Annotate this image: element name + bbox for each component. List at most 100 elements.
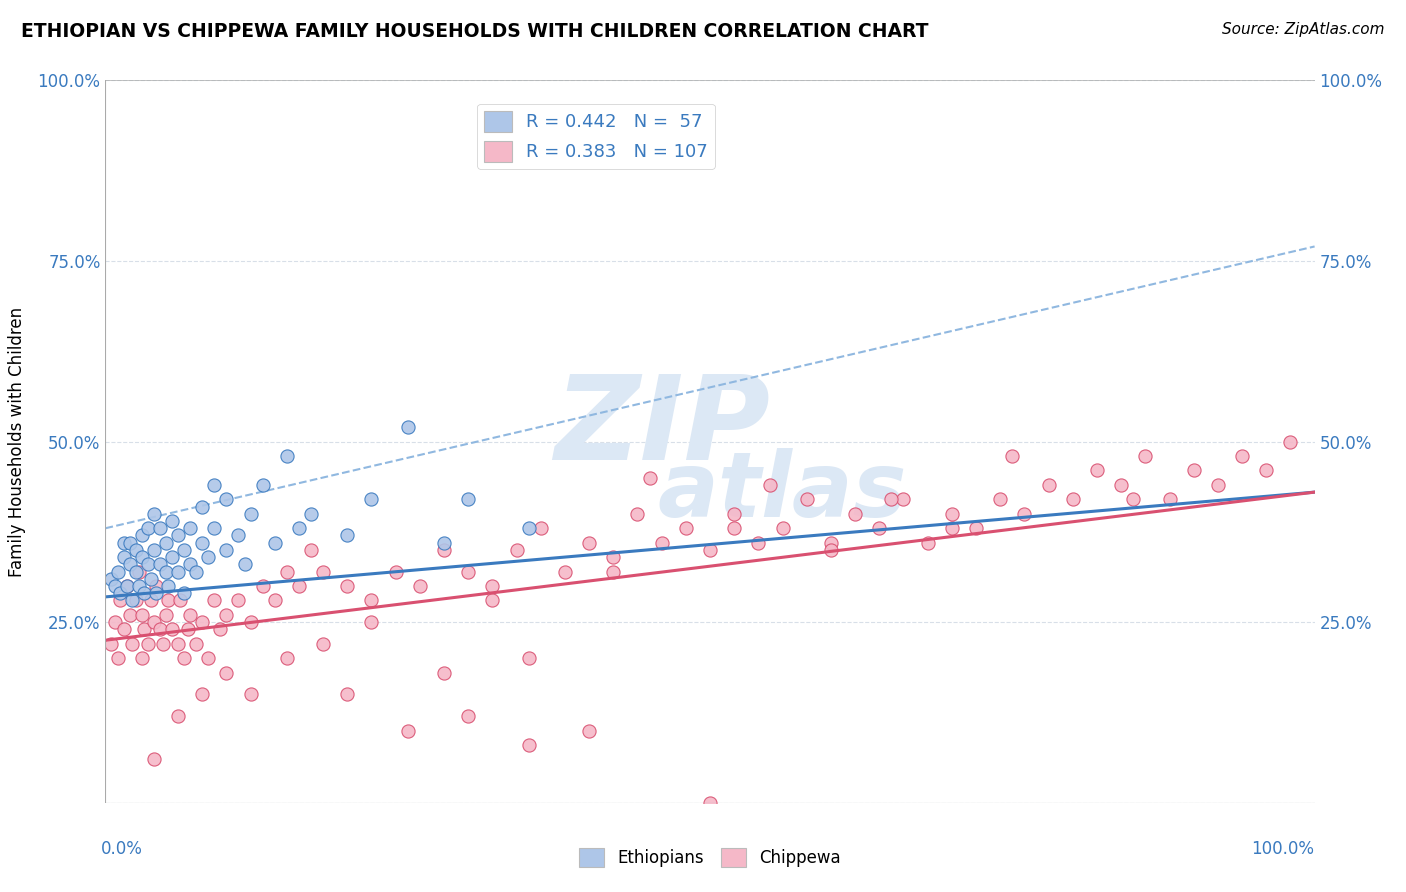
Point bbox=[1122, 492, 1144, 507]
Point bbox=[517, 521, 540, 535]
Point bbox=[118, 558, 141, 572]
Point bbox=[360, 615, 382, 630]
Point bbox=[723, 521, 745, 535]
Point bbox=[228, 593, 250, 607]
Point bbox=[893, 492, 915, 507]
Point bbox=[1001, 449, 1024, 463]
Point bbox=[112, 550, 135, 565]
Point bbox=[160, 623, 183, 637]
Point bbox=[988, 492, 1011, 507]
Point bbox=[312, 637, 335, 651]
Point bbox=[215, 542, 238, 557]
Point bbox=[149, 558, 172, 572]
Point bbox=[136, 637, 159, 651]
Point bbox=[263, 593, 285, 607]
Point bbox=[142, 752, 165, 766]
Point bbox=[191, 615, 214, 630]
Legend: Ethiopians, Chippewa: Ethiopians, Chippewa bbox=[572, 841, 848, 874]
Point bbox=[173, 542, 195, 557]
Point bbox=[131, 651, 153, 665]
Point bbox=[699, 542, 721, 557]
Point bbox=[505, 542, 527, 557]
Point bbox=[104, 579, 127, 593]
Point bbox=[312, 565, 335, 579]
Point bbox=[179, 521, 201, 535]
Point bbox=[844, 507, 866, 521]
Point bbox=[820, 542, 842, 557]
Point bbox=[1279, 434, 1302, 449]
Point bbox=[134, 586, 156, 600]
Point bbox=[820, 535, 842, 549]
Point bbox=[131, 550, 153, 565]
Point bbox=[433, 665, 456, 680]
Point bbox=[868, 521, 890, 535]
Point bbox=[142, 507, 165, 521]
Point bbox=[112, 623, 135, 637]
Point bbox=[167, 565, 190, 579]
Point bbox=[128, 579, 150, 593]
Point bbox=[157, 579, 180, 593]
Point bbox=[360, 593, 382, 607]
Point bbox=[336, 579, 359, 593]
Point bbox=[202, 478, 225, 492]
Point bbox=[108, 593, 131, 607]
Point bbox=[336, 528, 359, 542]
Point bbox=[1135, 449, 1157, 463]
Point bbox=[699, 796, 721, 810]
Point bbox=[396, 723, 419, 738]
Text: Source: ZipAtlas.com: Source: ZipAtlas.com bbox=[1222, 22, 1385, 37]
Point bbox=[880, 492, 903, 507]
Point bbox=[191, 500, 214, 514]
Point bbox=[1182, 463, 1205, 477]
Point bbox=[457, 709, 479, 723]
Point bbox=[149, 623, 172, 637]
Point bbox=[263, 535, 285, 549]
Point bbox=[160, 550, 183, 565]
Point bbox=[530, 521, 553, 535]
Y-axis label: Family Households with Children: Family Households with Children bbox=[8, 307, 27, 576]
Point bbox=[747, 535, 769, 549]
Point bbox=[578, 723, 600, 738]
Point bbox=[602, 565, 624, 579]
Point bbox=[157, 593, 180, 607]
Point bbox=[1206, 478, 1229, 492]
Point bbox=[142, 615, 165, 630]
Point bbox=[360, 492, 382, 507]
Point bbox=[160, 514, 183, 528]
Point bbox=[233, 558, 256, 572]
Point bbox=[136, 558, 159, 572]
Point bbox=[215, 665, 238, 680]
Point bbox=[209, 623, 232, 637]
Point bbox=[215, 607, 238, 622]
Point bbox=[124, 542, 148, 557]
Point bbox=[186, 637, 208, 651]
Point bbox=[124, 593, 148, 607]
Point bbox=[675, 521, 697, 535]
Point bbox=[107, 565, 129, 579]
Point bbox=[155, 535, 177, 549]
Point bbox=[179, 558, 201, 572]
Point bbox=[396, 420, 419, 434]
Point bbox=[169, 593, 191, 607]
Point bbox=[288, 521, 311, 535]
Point bbox=[1085, 463, 1108, 477]
Point bbox=[179, 607, 201, 622]
Text: ZIP: ZIP bbox=[554, 369, 769, 484]
Point bbox=[100, 637, 122, 651]
Point bbox=[173, 586, 195, 600]
Point bbox=[121, 593, 143, 607]
Point bbox=[299, 507, 322, 521]
Point bbox=[239, 507, 262, 521]
Point bbox=[965, 521, 987, 535]
Point bbox=[115, 579, 138, 593]
Point bbox=[602, 550, 624, 565]
Point bbox=[1256, 463, 1278, 477]
Point bbox=[299, 542, 322, 557]
Point bbox=[796, 492, 818, 507]
Point bbox=[167, 528, 190, 542]
Text: ETHIOPIAN VS CHIPPEWA FAMILY HOUSEHOLDS WITH CHILDREN CORRELATION CHART: ETHIOPIAN VS CHIPPEWA FAMILY HOUSEHOLDS … bbox=[21, 22, 928, 41]
Point bbox=[141, 572, 163, 586]
Point bbox=[457, 492, 479, 507]
Point bbox=[228, 528, 250, 542]
Point bbox=[112, 535, 135, 549]
